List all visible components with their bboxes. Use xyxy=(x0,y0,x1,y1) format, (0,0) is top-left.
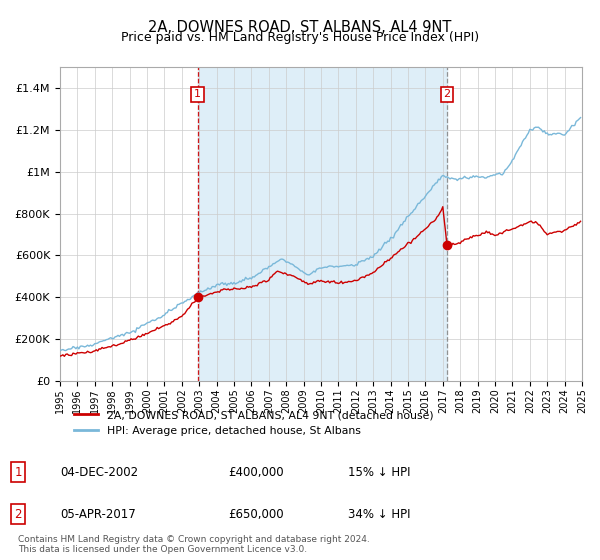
Text: 2: 2 xyxy=(14,507,22,521)
Text: £650,000: £650,000 xyxy=(228,507,284,521)
Text: 1: 1 xyxy=(14,465,22,479)
Text: Contains HM Land Registry data © Crown copyright and database right 2024.
This d: Contains HM Land Registry data © Crown c… xyxy=(18,535,370,554)
Text: 05-APR-2017: 05-APR-2017 xyxy=(60,507,136,521)
Text: £400,000: £400,000 xyxy=(228,465,284,479)
Bar xyxy=(198,67,447,381)
Text: Price paid vs. HM Land Registry's House Price Index (HPI): Price paid vs. HM Land Registry's House … xyxy=(121,31,479,44)
Text: 2: 2 xyxy=(443,90,451,99)
Text: 1: 1 xyxy=(194,90,201,99)
Text: 2A, DOWNES ROAD, ST ALBANS, AL4 9NT: 2A, DOWNES ROAD, ST ALBANS, AL4 9NT xyxy=(148,20,452,35)
Text: 15% ↓ HPI: 15% ↓ HPI xyxy=(348,465,410,479)
Text: 34% ↓ HPI: 34% ↓ HPI xyxy=(348,507,410,521)
Text: 04-DEC-2002: 04-DEC-2002 xyxy=(60,465,138,479)
Legend: 2A, DOWNES ROAD, ST ALBANS, AL4 9NT (detached house), HPI: Average price, detach: 2A, DOWNES ROAD, ST ALBANS, AL4 9NT (det… xyxy=(70,406,437,440)
